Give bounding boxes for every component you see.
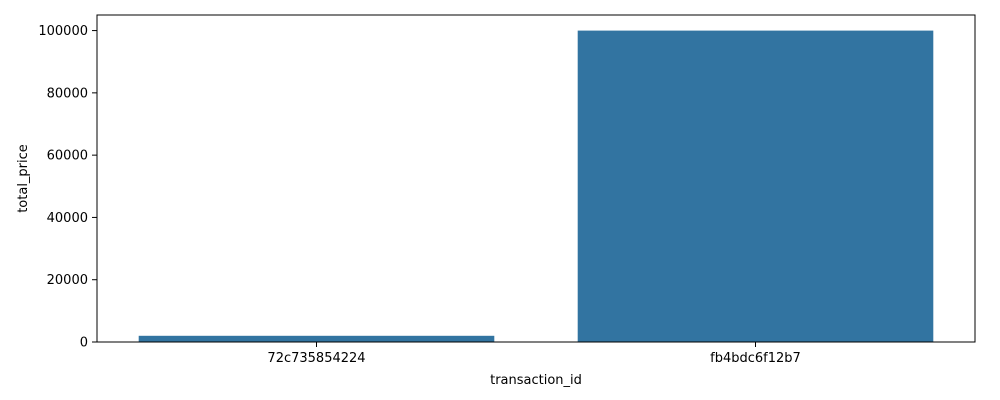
y-tick-label: 0 bbox=[80, 336, 88, 351]
x-tick-label: 72c735854224 bbox=[267, 351, 365, 366]
plot-frame bbox=[96, 14, 976, 343]
bars-layer bbox=[138, 30, 934, 342]
bar-72c735854224 bbox=[138, 335, 495, 342]
y-tick-label: 60000 bbox=[47, 149, 88, 164]
y-axis-label: total_price bbox=[16, 144, 31, 213]
x-tick-label: fb4bdc6f12b7 bbox=[710, 351, 801, 366]
bar-fb4bdc6f12b7 bbox=[577, 30, 934, 342]
y-tick-label: 80000 bbox=[47, 86, 88, 101]
y-axis: 0 20000 40000 60000 80000 100000 bbox=[38, 24, 97, 351]
x-axis-label: transaction_id bbox=[490, 373, 582, 388]
y-tick-label: 40000 bbox=[47, 211, 88, 226]
y-tick-label: 20000 bbox=[47, 273, 88, 288]
x-axis: 72c735854224 fb4bdc6f12b7 bbox=[267, 342, 801, 366]
y-tick-label: 100000 bbox=[38, 24, 88, 39]
